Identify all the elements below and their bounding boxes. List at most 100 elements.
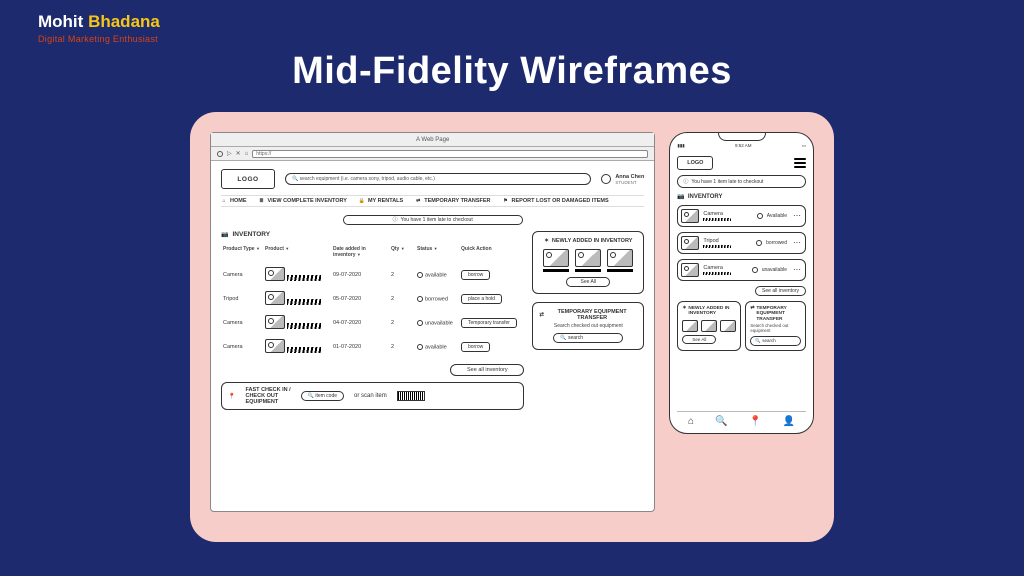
see-all-inventory-button[interactable]: See all inventory — [755, 286, 806, 296]
logo[interactable]: LOGO — [221, 169, 275, 189]
tab-search-icon[interactable]: 🔍 — [715, 416, 727, 427]
list-item[interactable]: Camera Available ⋯ — [677, 205, 806, 227]
nav-back-icon[interactable] — [217, 151, 223, 157]
mini-item[interactable] — [543, 249, 569, 272]
info-icon: ⓘ — [393, 216, 398, 225]
lock-icon: 🔒 — [359, 198, 365, 204]
cell-action: borrow — [459, 341, 519, 353]
cell-action: Temporary transfer — [459, 317, 519, 329]
item-code-input[interactable]: 🔍 item code — [301, 391, 344, 401]
alert-banner[interactable]: ⓘYou have 1 item late to checkout — [677, 175, 806, 188]
cell-date: 04-07-2020 — [331, 319, 389, 327]
cell-date: 01-07-2020 — [331, 343, 389, 351]
nav-fwd-icon[interactable]: ▷ — [227, 150, 232, 157]
author-name: Mohit Bhadana — [38, 12, 160, 32]
cell-pt: Camera — [221, 319, 263, 327]
thumb-icon — [681, 236, 699, 250]
nav-inventory[interactable]: ≣VIEW COMPLETE INVENTORY — [259, 198, 347, 204]
borrow-button[interactable]: borrow — [461, 342, 490, 352]
tab-pin-icon[interactable]: 📍 — [749, 416, 761, 427]
see-all-button[interactable]: See All — [566, 277, 610, 287]
see-all-inventory-button[interactable]: See all inventory — [450, 364, 524, 376]
cell-pt: Camera — [221, 271, 263, 279]
nav-rentals[interactable]: 🔒MY RENTALS — [359, 198, 403, 204]
thumb-icon — [543, 249, 569, 267]
alert-text: You have 1 item late to checkout — [401, 216, 473, 225]
thumb-icon[interactable] — [720, 320, 736, 332]
col-qty[interactable]: Qty ▼ — [389, 244, 415, 260]
item-status: borrowed — [756, 240, 787, 246]
inventory-heading: 📷INVENTORY — [221, 231, 524, 238]
scribble-icon — [287, 347, 321, 353]
or-label: or scan item — [354, 393, 387, 399]
panel-sub: Search checked out equipment — [539, 324, 637, 330]
panel-title: ⇄TEMPORARY EQUIPMENT TRANSFER — [539, 309, 637, 321]
col-status[interactable]: Status ▼ — [415, 244, 459, 260]
phone-status-bar: ▮▮▮ 9:52 AM ▭ — [677, 143, 806, 149]
thumb-icon[interactable] — [682, 320, 698, 332]
table-row: Camera 09-07-2020 2 available borrow — [221, 266, 524, 284]
more-icon[interactable]: ⋯ — [792, 267, 802, 273]
nav-close-icon[interactable]: ✕ — [236, 150, 241, 157]
panel-search-input[interactable]: 🔍 search — [553, 333, 623, 343]
temp-transfer-panel: ⇄TEMPORARY EQUIPMENT TRANSFER Search che… — [532, 302, 644, 350]
thumb-icon — [681, 209, 699, 223]
panel-search-input[interactable]: 🔍 search — [750, 336, 801, 346]
home-icon: ⌂ — [221, 198, 227, 204]
main-row: 📷INVENTORY Product Type ▼ Product ▼ Date… — [221, 231, 644, 503]
nav-report-label: REPORT LOST OR DAMAGED ITEMS — [512, 198, 609, 204]
tab-user-icon[interactable]: 👤 — [783, 416, 795, 427]
scribble-icon — [703, 218, 731, 221]
list-item[interactable]: Tripod borrowed ⋯ — [677, 232, 806, 254]
search-input[interactable]: 🔍 search equipment (i.e. camera sony, tr… — [285, 173, 591, 185]
temp-transfer-panel: ⇄TEMPORARY EQUIPMENT TRANSFER Search che… — [745, 301, 806, 351]
panel-sub: Search checked out equipment — [750, 324, 801, 333]
cell-pt: Tripod — [221, 295, 263, 303]
window-titlebar: A Web Page — [211, 133, 654, 147]
more-icon[interactable]: ⋯ — [792, 240, 802, 246]
time-label: 9:52 AM — [735, 143, 752, 149]
cell-date: 09-07-2020 — [331, 271, 389, 279]
hamburger-icon[interactable] — [794, 158, 806, 168]
see-all-button[interactable]: See All — [682, 335, 716, 344]
flag-icon: ⚑ — [503, 198, 509, 204]
nav-home-icon[interactable]: ⌂ — [245, 151, 249, 157]
tab-home-icon[interactable]: ⌂ — [688, 416, 694, 427]
inventory-title: INVENTORY — [232, 231, 270, 238]
col-product-type[interactable]: Product Type ▼ — [221, 244, 263, 260]
col-date[interactable]: Date added in inventory ▼ — [331, 244, 389, 260]
list-item[interactable]: Camera unavailable ⋯ — [677, 259, 806, 281]
mini-item[interactable] — [607, 249, 633, 272]
bottom-panels: ✶NEWLY ADDED IN INVENTORY See All ⇄TEMPO… — [677, 301, 806, 351]
author-last: Bhadana — [88, 12, 160, 31]
mini-item[interactable] — [575, 249, 601, 272]
thumb-icon — [575, 249, 601, 267]
star-icon: ✶ — [682, 306, 686, 317]
nav-home-label: HOME — [230, 198, 247, 204]
user-block[interactable]: Anna Chen STUDENT — [601, 174, 644, 185]
more-icon[interactable]: ⋯ — [792, 213, 802, 219]
hold-button[interactable]: place a hold — [461, 294, 502, 304]
nav-home[interactable]: ⌂HOME — [221, 198, 247, 204]
logo[interactable]: LOGO — [677, 156, 713, 170]
alert-banner[interactable]: ⓘYou have 1 item late to checkout — [343, 215, 523, 225]
item-status: Available — [757, 213, 787, 219]
search-placeholder: search equipment (i.e. camera sony, trip… — [300, 176, 435, 182]
page-body: LOGO 🔍 search equipment (i.e. camera son… — [211, 161, 654, 511]
nav-transfer[interactable]: ⇄TEMPORARY TRANSFER — [415, 198, 490, 204]
desktop-wireframe: A Web Page ▷ ✕ ⌂ https:// LOGO 🔍 search … — [210, 132, 655, 512]
transfer-button[interactable]: Temporary transfer — [461, 318, 517, 328]
list-icon: ≣ — [259, 198, 265, 204]
nav-report[interactable]: ⚑REPORT LOST OR DAMAGED ITEMS — [503, 198, 609, 204]
col-product[interactable]: Product ▼ — [263, 244, 331, 260]
barcode-icon[interactable] — [397, 391, 425, 401]
signal-icon: ▮▮▮ — [677, 143, 684, 149]
panel-title: ✶NEWLY ADDED IN INVENTORY — [539, 238, 637, 244]
table-header: Product Type ▼ Product ▼ Date added in i… — [221, 244, 524, 260]
mini-items — [539, 249, 637, 272]
transfer-icon: ⇄ — [415, 198, 421, 204]
url-field[interactable]: https:// — [252, 150, 648, 158]
cell-action: place a hold — [459, 293, 519, 305]
borrow-button[interactable]: borrow — [461, 270, 490, 280]
thumb-icon[interactable] — [701, 320, 717, 332]
